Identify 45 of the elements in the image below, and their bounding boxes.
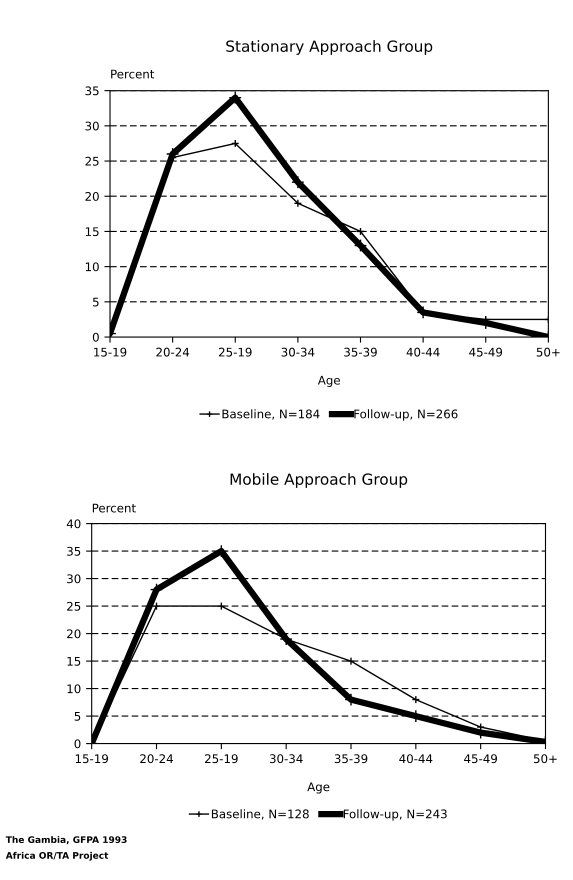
chart-title: Mobile Approach Group (230, 473, 408, 488)
legend-label: Baseline, N=128 (212, 809, 309, 820)
y-tick-label: 30 (85, 122, 99, 130)
y-tick-label: 15 (68, 656, 80, 666)
x-axis-title: Age (318, 376, 340, 387)
y-tick-label: 40 (66, 519, 80, 528)
y-axis-title: Percent (92, 504, 136, 513)
y-tick-label: 5 (74, 712, 80, 721)
y-tick-label: 10 (68, 684, 80, 694)
x-tick-label: 30-34 (270, 754, 303, 764)
y-tick-label: 0 (92, 332, 99, 342)
y-tick-label: 20 (85, 192, 99, 201)
y-tick-label: 15 (86, 227, 99, 236)
text: The Gambia, GFPA 1993 (6, 836, 127, 844)
legend-label: Follow-up, N=266 (354, 409, 458, 421)
y-tick-label: 10 (86, 262, 99, 272)
x-tick-label: 35-39 (334, 754, 368, 764)
x-tick-label: 15-19 (76, 754, 108, 764)
x-tick-label: 35-39 (344, 348, 377, 357)
chart-title: Stationary Approach Group (226, 40, 432, 55)
x-tick-label: 30-34 (282, 348, 314, 357)
y-tick-label: 25 (85, 156, 99, 166)
y-tick-label: 5 (93, 298, 99, 306)
x-tick-label: 40-44 (399, 754, 432, 764)
x-tick-label: 25-19 (218, 348, 252, 357)
y-axis-title: Percent (111, 70, 154, 78)
x-tick-label: 45-49 (464, 754, 497, 764)
y-tick-label: 25 (67, 602, 80, 611)
y-tick-label: 30 (67, 574, 80, 584)
x-tick-label: 20-24 (156, 348, 190, 357)
x-tick-label: 25-19 (205, 754, 238, 764)
y-tick-label: 0 (74, 739, 80, 748)
legend-label: Follow-up, N=243 (344, 809, 447, 821)
y-tick-label: 20 (67, 629, 80, 638)
y-tick-label: 35 (67, 546, 80, 556)
x-tick-label: 45-49 (469, 348, 502, 357)
y-tick-label: 35 (85, 86, 99, 96)
x-tick-label: 20-24 (140, 754, 173, 764)
x-axis-title: Age (307, 782, 330, 794)
text: Africa OR/TA Project (6, 852, 108, 861)
x-tick-label: 50+ (536, 348, 560, 357)
x-tick-label: 40-44 (406, 348, 440, 357)
legend-label: Baseline, N=184 (222, 409, 320, 420)
x-tick-label: 15-19 (94, 348, 126, 357)
x-tick-label: 50+ (534, 754, 557, 764)
